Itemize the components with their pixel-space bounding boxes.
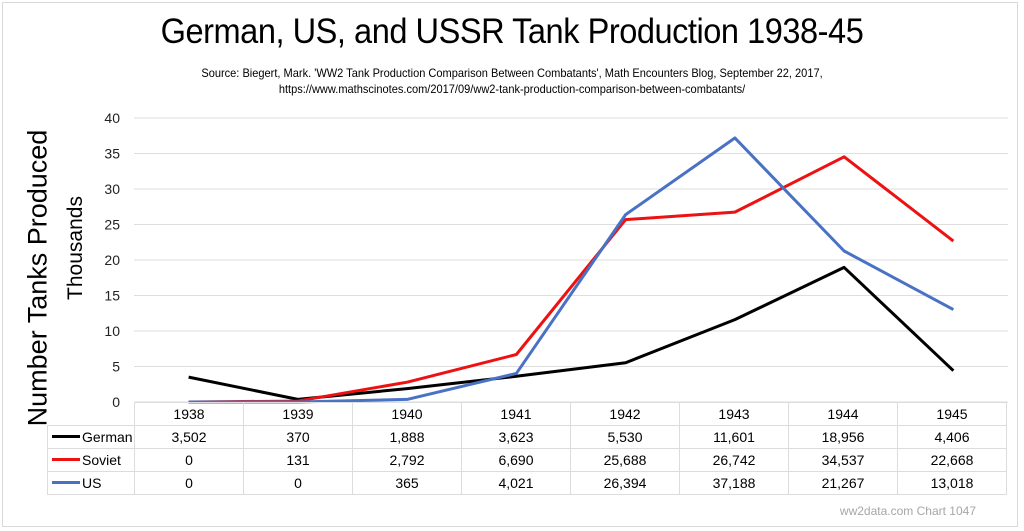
data-label: 370 <box>243 425 353 449</box>
data-label: 0 <box>134 471 244 495</box>
gridlines <box>134 117 1008 403</box>
x-tick-label: 1942 <box>570 402 680 426</box>
legend-label: German <box>82 429 133 445</box>
chart-subtitle-source: Source: Biegert, Mark. 'WW2 Tank Product… <box>201 66 823 80</box>
y-tick-label: 35 <box>104 146 120 162</box>
x-tick-label: 1941 <box>461 402 571 426</box>
data-label: 26,394 <box>570 471 680 495</box>
data-label: 131 <box>243 448 353 472</box>
legend-key-german <box>52 435 80 439</box>
x-tick-label: 1939 <box>243 402 353 426</box>
table-header-row: 1938 1939 1940 1941 1942 1943 1944 1945 <box>47 402 1007 426</box>
legend-key-soviet <box>52 458 80 462</box>
table-row-us: US 0 0 365 4,021 26,394 37,188 21,267 13,018 <box>47 471 1007 495</box>
table-row-german: German 3,502 370 1,888 3,623 5,530 11,601 18,95… <box>47 425 1007 449</box>
chart-title: German, US, and USSR Tank Production 193… <box>160 12 864 51</box>
y-tick-label: 15 <box>104 288 120 304</box>
series-line-soviet <box>188 155 955 404</box>
legend-entry-soviet: Soviet <box>47 448 135 472</box>
x-tick-label: 1940 <box>352 402 462 426</box>
data-label: 18,956 <box>788 425 898 449</box>
data-label: 0 <box>134 448 244 472</box>
data-label: 365 <box>352 471 462 495</box>
y-tick-label: 25 <box>104 217 120 233</box>
data-label: 5,530 <box>570 425 680 449</box>
data-label: 6,690 <box>461 448 571 472</box>
data-label: 25,688 <box>570 448 680 472</box>
table-corner <box>47 402 135 426</box>
series-line-us <box>188 136 955 404</box>
y-tick-label: 30 <box>104 181 120 197</box>
data-label: 4,406 <box>897 425 1007 449</box>
x-tick-label: 1944 <box>788 402 898 426</box>
chart-subtitle-url: https://www.mathscinotes.com/2017/09/ww2… <box>278 82 746 96</box>
data-label: 0 <box>243 471 353 495</box>
data-label: 37,188 <box>679 471 789 495</box>
y-tick-label: 40 <box>104 110 120 126</box>
series-lines <box>188 136 955 404</box>
y-tick-label: 0 <box>112 394 120 410</box>
legend-label: US <box>82 475 102 491</box>
data-label: 4,021 <box>461 471 571 495</box>
data-label: 22,668 <box>897 448 1007 472</box>
y-axis-ticks: 0 5 10 15 20 25 30 35 40 <box>104 110 120 410</box>
legend-label: Soviet <box>82 452 121 468</box>
x-tick-label: 1943 <box>679 402 789 426</box>
y-tick-label: 10 <box>104 323 120 339</box>
y-tick-label: 20 <box>104 252 120 268</box>
data-label: 2,792 <box>352 448 462 472</box>
data-label: 3,502 <box>134 425 244 449</box>
data-label: 26,742 <box>679 448 789 472</box>
y-tick-label: 5 <box>112 359 120 375</box>
table-row-soviet: Soviet 0 131 2,792 6,690 25,688 26,742 34,537 22… <box>47 448 1007 472</box>
data-label: 1,888 <box>352 425 462 449</box>
data-label: 3,623 <box>461 425 571 449</box>
data-label: 34,537 <box>788 448 898 472</box>
legend-entry-german: German <box>47 425 135 449</box>
data-label: 11,601 <box>679 425 789 449</box>
x-tick-label: 1945 <box>897 402 1007 426</box>
x-tick-label: 1938 <box>134 402 244 426</box>
data-label: 13,018 <box>897 471 1007 495</box>
legend-key-us <box>52 481 80 485</box>
data-table: 1938 1939 1940 1941 1942 1943 1944 1945 German 3,… <box>47 402 1007 495</box>
data-label: 21,267 <box>788 471 898 495</box>
chart-credit: ww2data.com Chart 1047 <box>839 504 976 518</box>
legend-entry-us: US <box>47 471 135 495</box>
